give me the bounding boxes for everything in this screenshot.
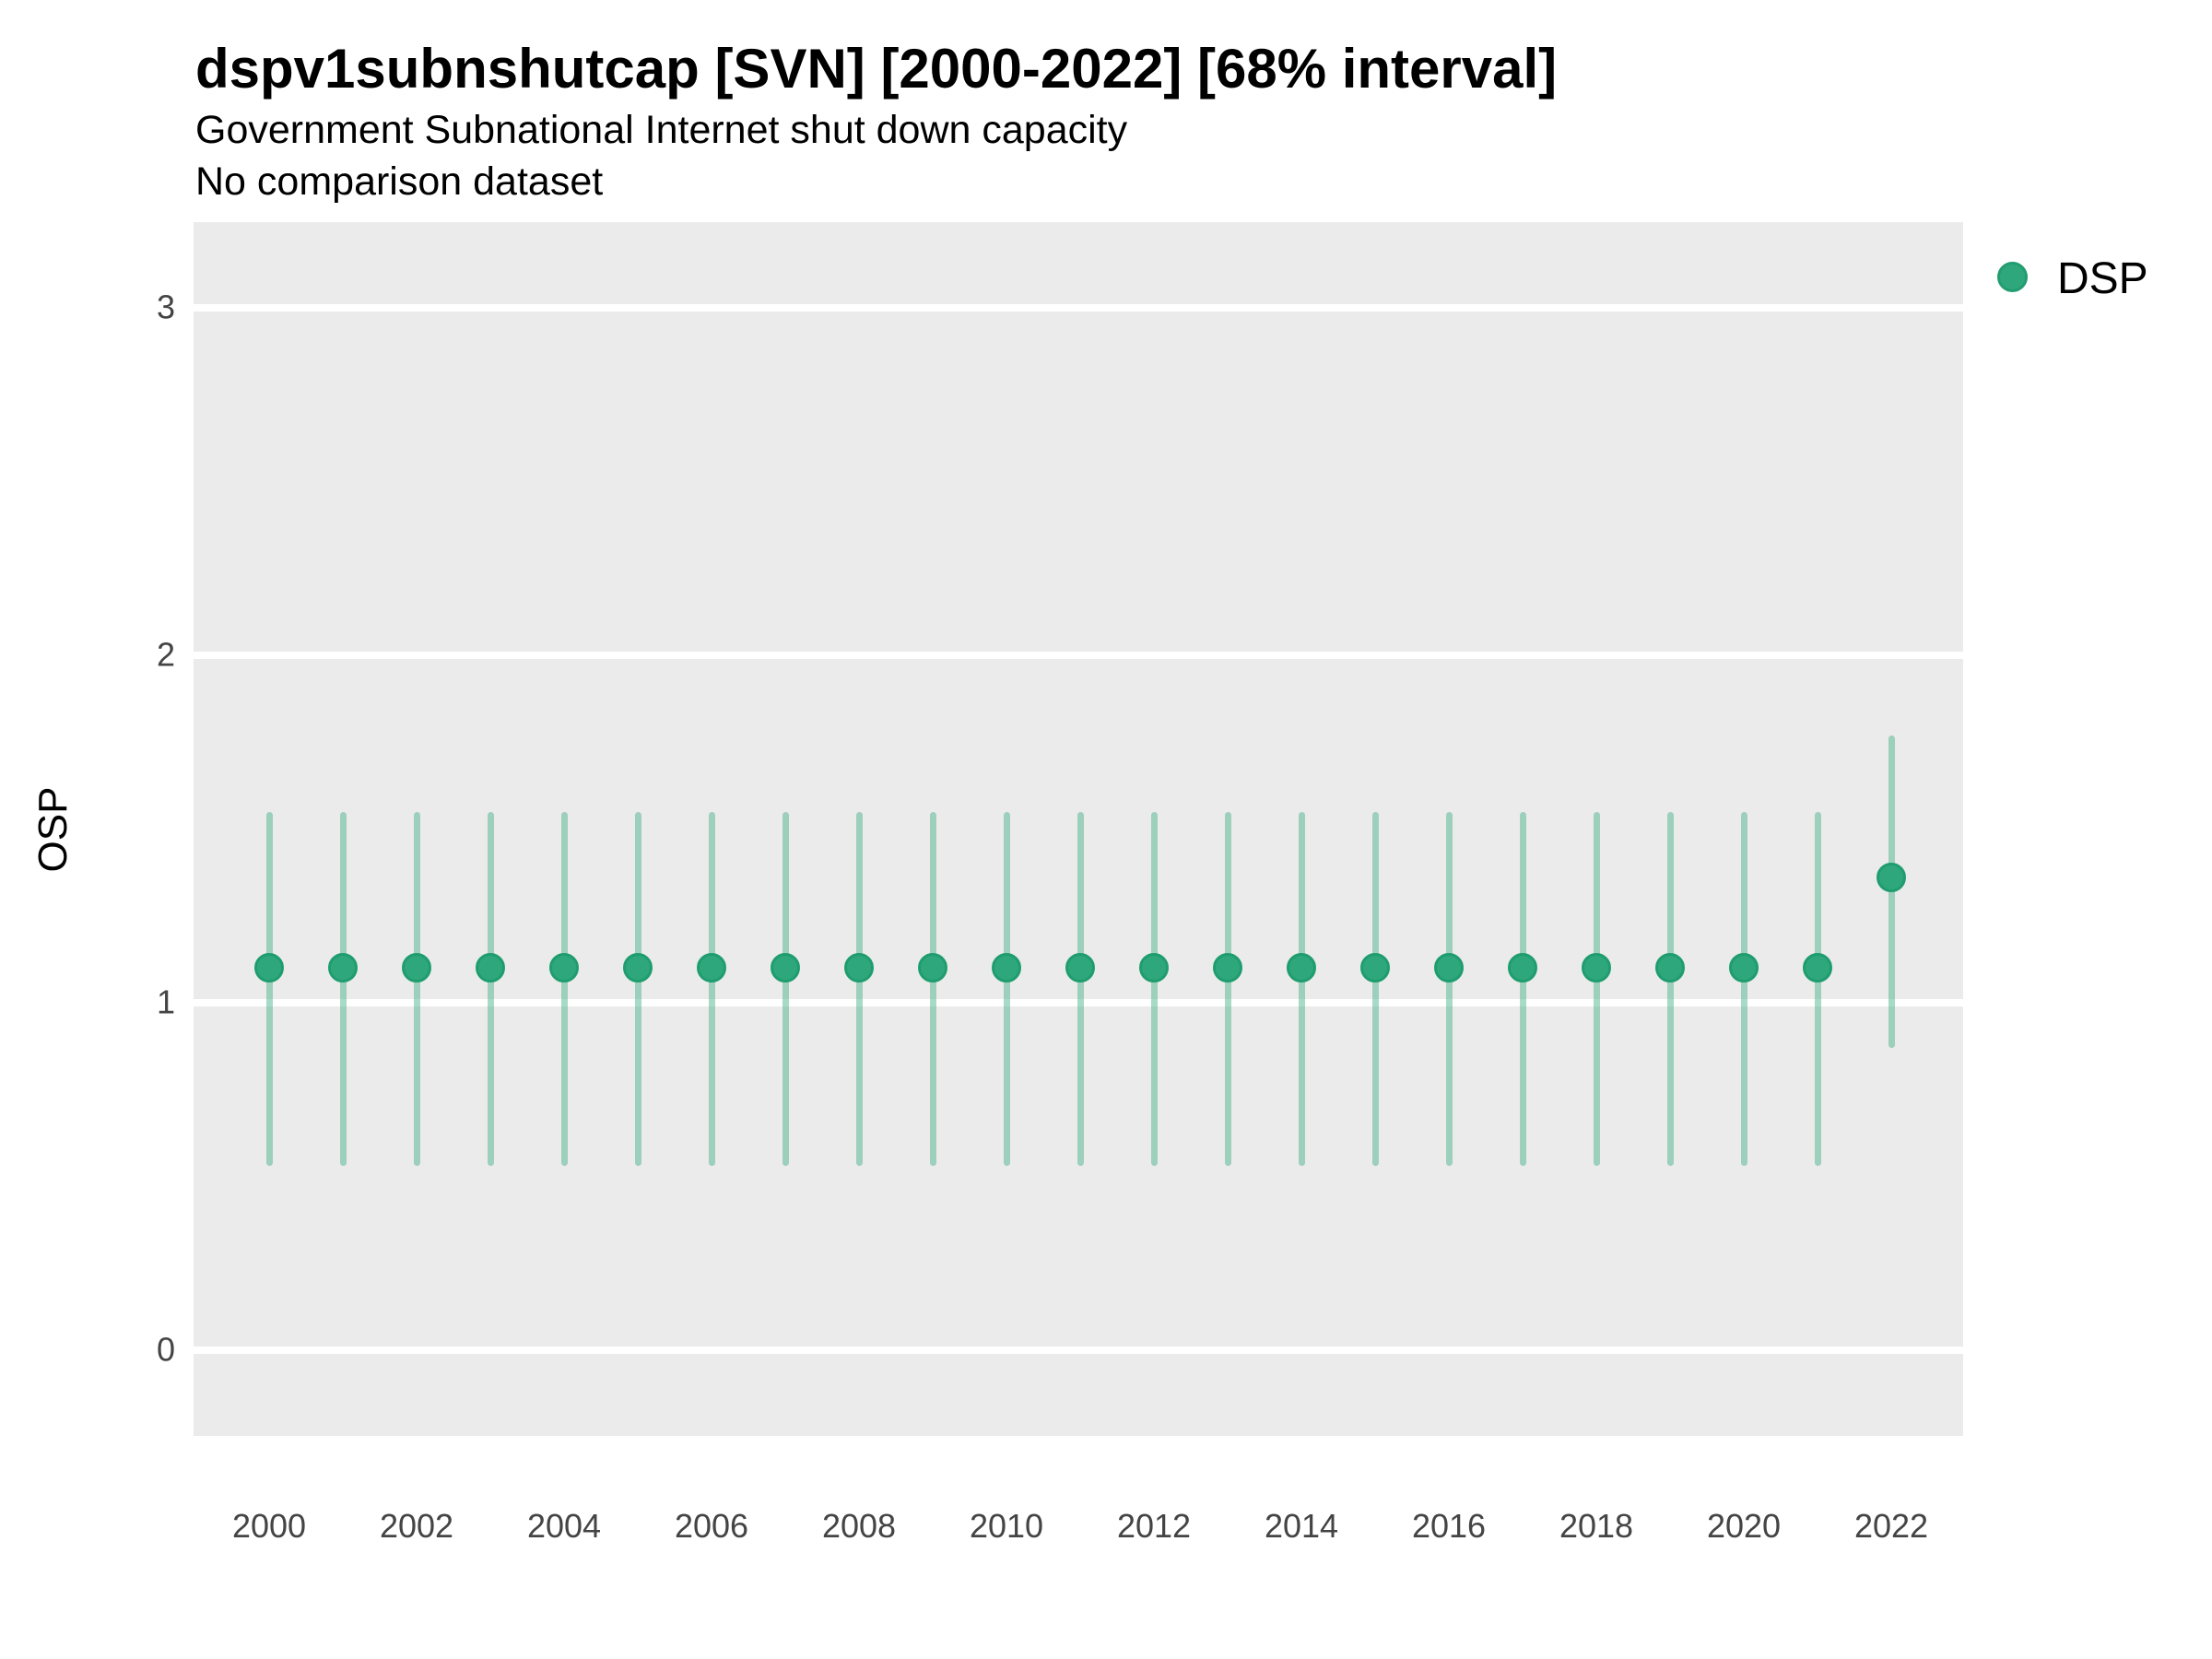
x-tick-label: 2012 xyxy=(1116,1507,1192,1545)
interval-bar xyxy=(265,811,273,1167)
interval-bar xyxy=(560,811,568,1167)
x-tick-label: 2018 xyxy=(1559,1507,1634,1545)
estimate-dot xyxy=(476,953,505,983)
major-gridline xyxy=(194,1347,1963,1354)
interval-bar xyxy=(413,811,420,1167)
estimate-dot xyxy=(1065,953,1095,983)
estimate-dot xyxy=(1655,953,1685,983)
chart-title: dspv1subnshutcap [SVN] [2000-2022] [68% … xyxy=(195,38,1558,100)
estimate-dot xyxy=(1434,953,1464,983)
major-gridline xyxy=(194,652,1963,659)
estimate-dot xyxy=(1360,953,1390,983)
estimate-dot xyxy=(1729,953,1759,983)
estimate-dot xyxy=(992,953,1021,983)
estimate-dot xyxy=(1139,953,1169,983)
interval-bar xyxy=(929,811,936,1167)
estimate-dot xyxy=(697,953,726,983)
estimate-dot xyxy=(918,953,947,983)
interval-bar xyxy=(339,811,347,1167)
y-tick-label: 1 xyxy=(156,982,175,1021)
x-tick-label: 2004 xyxy=(526,1507,602,1545)
interval-bar xyxy=(708,811,715,1167)
estimate-dot xyxy=(1508,953,1537,983)
estimate-dot xyxy=(771,953,800,983)
estimate-dot xyxy=(1877,863,1906,893)
x-tick-label: 2022 xyxy=(1853,1507,1929,1545)
x-tick-label: 2010 xyxy=(969,1507,1044,1545)
interval-bar xyxy=(1298,811,1305,1167)
x-tick-label: 2000 xyxy=(231,1507,307,1545)
estimate-dot xyxy=(623,953,653,983)
estimate-dot xyxy=(328,953,358,983)
major-gridline xyxy=(194,999,1963,1006)
y-tick-label: 3 xyxy=(156,288,175,326)
x-tick-label: 2002 xyxy=(379,1507,454,1545)
x-tick-label: 2020 xyxy=(1706,1507,1782,1545)
major-gridline xyxy=(194,304,1963,312)
legend-marker-circle-icon xyxy=(1997,262,2028,292)
estimate-dot xyxy=(844,953,874,983)
x-tick-label: 2016 xyxy=(1411,1507,1487,1545)
estimate-dot xyxy=(254,953,284,983)
y-tick-label: 0 xyxy=(156,1330,175,1369)
interval-bar xyxy=(1814,811,1821,1167)
estimate-dot xyxy=(1803,953,1832,983)
estimate-dot xyxy=(1582,953,1611,983)
chart-subtitle: Government Subnational Internet shut dow… xyxy=(195,108,1128,152)
interval-bar xyxy=(1445,811,1453,1167)
legend-label: DSP xyxy=(2057,254,2148,303)
interval-bar xyxy=(1224,811,1231,1167)
y-axis-title: OSP xyxy=(30,786,76,873)
interval-bar xyxy=(634,811,641,1167)
x-tick-label: 2008 xyxy=(821,1507,897,1545)
plot-panel xyxy=(194,222,1963,1436)
chart-caption-no-comparison: No comparison dataset xyxy=(195,159,604,204)
interval-bar xyxy=(1150,811,1158,1167)
interval-bar xyxy=(1077,811,1084,1167)
interval-bar xyxy=(487,811,494,1167)
estimate-dot xyxy=(402,953,431,983)
x-tick-label: 2014 xyxy=(1264,1507,1339,1545)
interval-bar xyxy=(1593,811,1600,1167)
x-tick-label: 2006 xyxy=(674,1507,749,1545)
estimate-dot xyxy=(549,953,579,983)
y-tick-label: 2 xyxy=(156,635,175,674)
interval-bar xyxy=(1371,811,1379,1167)
interval-bar xyxy=(1740,811,1747,1167)
interval-bar xyxy=(782,811,789,1167)
estimate-dot xyxy=(1287,953,1316,983)
interval-bar xyxy=(855,811,863,1167)
interval-bar xyxy=(1666,811,1674,1167)
interval-bar xyxy=(1519,811,1526,1167)
interval-bar xyxy=(1003,811,1010,1167)
estimate-dot xyxy=(1213,953,1242,983)
